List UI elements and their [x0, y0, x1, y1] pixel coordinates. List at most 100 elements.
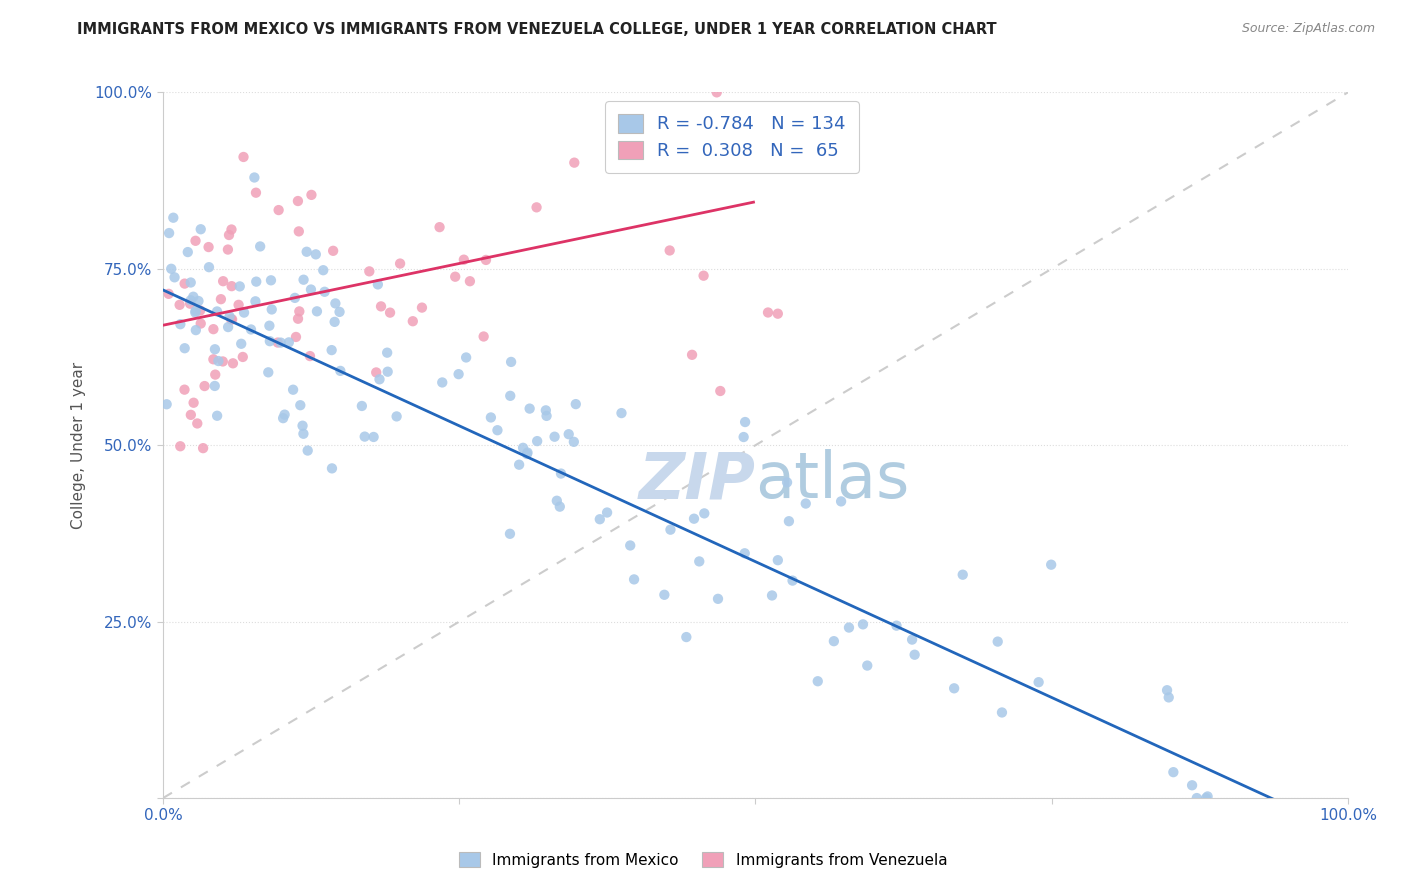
- Point: [285, 330, 308, 344]
- Point: [267, 335, 290, 350]
- Point: [596, 506, 619, 520]
- Point: [184, 234, 207, 248]
- Point: [180, 408, 202, 422]
- Point: [190, 222, 212, 236]
- Point: [838, 621, 860, 635]
- Point: [305, 247, 328, 261]
- Point: [184, 305, 207, 319]
- Point: [243, 170, 266, 185]
- Point: [169, 298, 191, 312]
- Point: [389, 256, 412, 270]
- Point: [298, 349, 321, 363]
- Point: [886, 618, 908, 632]
- Point: [377, 365, 399, 379]
- Point: [1195, 791, 1218, 805]
- Point: [301, 187, 323, 202]
- Point: [202, 352, 225, 367]
- Point: [707, 136, 730, 151]
- Point: [288, 224, 311, 238]
- Point: [623, 573, 645, 587]
- Point: [290, 398, 312, 412]
- Point: [288, 304, 311, 318]
- Point: [169, 439, 191, 453]
- Point: [259, 318, 281, 333]
- Point: [385, 409, 408, 424]
- Point: [219, 312, 242, 326]
- Point: [232, 150, 254, 164]
- Point: [281, 383, 304, 397]
- Point: [782, 574, 804, 588]
- Point: [204, 368, 226, 382]
- Point: [323, 315, 346, 329]
- Point: [1040, 558, 1063, 572]
- Point: [706, 86, 728, 100]
- Point: [776, 475, 799, 490]
- Point: [550, 467, 572, 481]
- Point: [654, 588, 676, 602]
- Point: [562, 434, 585, 449]
- Point: [499, 526, 522, 541]
- Point: [734, 415, 756, 429]
- Point: [173, 341, 195, 355]
- Point: [458, 274, 481, 288]
- Point: [204, 379, 226, 393]
- Legend: R = -0.784   N = 134, R =  0.308   N =  65: R = -0.784 N = 134, R = 0.308 N = 65: [605, 102, 859, 172]
- Point: [534, 403, 557, 417]
- Point: [707, 591, 730, 606]
- Point: [562, 155, 585, 169]
- Point: [329, 364, 352, 378]
- Point: [486, 423, 509, 437]
- Point: [761, 589, 783, 603]
- Point: [499, 389, 522, 403]
- Point: [260, 302, 283, 317]
- Point: [270, 335, 292, 350]
- Point: [173, 383, 195, 397]
- Point: [163, 270, 186, 285]
- Point: [186, 417, 208, 431]
- Point: [325, 296, 347, 310]
- Point: [756, 305, 779, 319]
- Point: [692, 268, 714, 283]
- Point: [162, 211, 184, 225]
- Point: [734, 546, 756, 560]
- Point: [232, 350, 254, 364]
- Point: [221, 222, 243, 236]
- Point: [190, 317, 212, 331]
- Point: [209, 292, 232, 306]
- Point: [181, 290, 204, 304]
- Point: [184, 303, 207, 318]
- Point: [284, 291, 307, 305]
- Point: [543, 430, 565, 444]
- Point: [766, 553, 789, 567]
- Legend: Immigrants from Mexico, Immigrants from Venezuela: Immigrants from Mexico, Immigrants from …: [451, 844, 955, 875]
- Point: [267, 203, 290, 218]
- Point: [548, 500, 571, 514]
- Point: [688, 554, 710, 568]
- Point: [589, 512, 612, 526]
- Point: [557, 427, 579, 442]
- Point: [402, 314, 425, 328]
- Point: [305, 304, 328, 318]
- Point: [368, 372, 391, 386]
- Point: [191, 441, 214, 455]
- Point: [432, 376, 454, 390]
- Point: [312, 263, 335, 277]
- Point: [257, 365, 280, 379]
- Text: IMMIGRANTS FROM MEXICO VS IMMIGRANTS FROM VENEZUELA COLLEGE, UNDER 1 YEAR CORREL: IMMIGRANTS FROM MEXICO VS IMMIGRANTS FRO…: [77, 22, 997, 37]
- Point: [188, 303, 211, 318]
- Point: [212, 274, 235, 288]
- Point: [479, 410, 502, 425]
- Point: [222, 356, 245, 370]
- Point: [291, 418, 314, 433]
- Point: [287, 194, 309, 208]
- Point: [221, 312, 243, 326]
- Text: ZIP: ZIP: [638, 450, 755, 511]
- Point: [245, 275, 267, 289]
- Point: [233, 305, 256, 319]
- Point: [322, 244, 344, 258]
- Point: [378, 305, 401, 319]
- Point: [229, 279, 252, 293]
- Point: [271, 411, 294, 425]
- Point: [211, 354, 233, 368]
- Point: [177, 245, 200, 260]
